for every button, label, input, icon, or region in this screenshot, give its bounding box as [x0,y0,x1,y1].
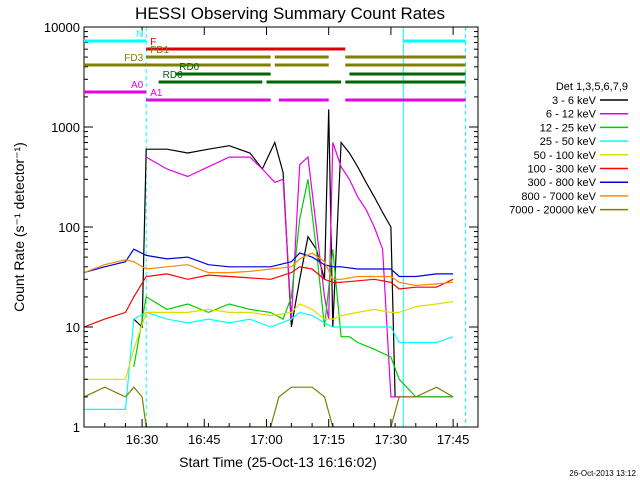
legend-label-4: 50 - 100 keV [534,150,597,162]
y-tick-label-2: 100 [58,220,80,235]
series-line-5 [84,266,454,328]
y-tick-label-0: 1 [73,420,80,435]
legend-label-0: 3 - 6 keV [552,95,597,107]
y-axis-label: Count Rate (s⁻¹ detector⁻¹) [11,142,27,312]
legend-label-5: 100 - 300 keV [528,164,597,176]
timestamp-footer: 26-Oct-2013 13:12 [569,469,636,478]
x-axis-label: Start Time (25-Oct-13 16:16:02) [179,454,377,470]
legend-label-8: 7000 - 20000 keV [509,205,597,217]
series-line-7 [84,252,454,287]
flag-label-rd0: RD0 [179,62,199,73]
flag-label-fd3: FD3 [124,53,143,64]
x-tick-label-2: 17:00 [250,432,283,447]
legend-label-2: 12 - 25 keV [540,122,597,134]
series-line-4 [84,300,454,380]
y-axis-ticks: 1 10 100 1000 10000 [44,20,478,435]
x-tick-label-1: 16:45 [188,432,221,447]
x-tick-label-5: 17:45 [437,432,470,447]
legend-title: Det 1,3,5,6,7,9 [556,81,628,93]
flag-label-rd6: RD6 [163,70,183,81]
y-tick-label-1: 10 [66,320,80,335]
legend-label-3: 25 - 50 keV [540,136,597,148]
legend-label-6: 300 - 800 keV [528,177,597,189]
series-line-8 [84,386,454,427]
flag-label-f: F [150,37,156,48]
series-line-3 [84,311,454,410]
series-line-1 [145,142,454,398]
legend-label-1: 6 - 12 keV [546,109,597,121]
flag-label-fd1: FD1 [150,45,169,56]
x-tick-label-4: 17:30 [375,432,408,447]
y-tick-label-3: 1000 [51,120,80,135]
chart-title: HESSI Observing Summary Count Rates [135,4,445,23]
series-line-2 [133,179,454,398]
flag-label-n: N [136,29,143,40]
x-axis-ticks: 16:30 16:45 17:00 17:15 17:30 17:45 [83,27,479,447]
y-tick-label-4: 10000 [44,20,80,35]
flag-label-a1: A1 [150,88,163,99]
series-line-6 [84,248,454,278]
series-line-0 [133,109,396,397]
flag-label-a0: A0 [131,80,144,91]
legend-label-7: 800 - 7000 keV [521,191,596,203]
x-tick-label-0: 16:30 [126,432,159,447]
x-tick-label-3: 17:15 [312,432,345,447]
